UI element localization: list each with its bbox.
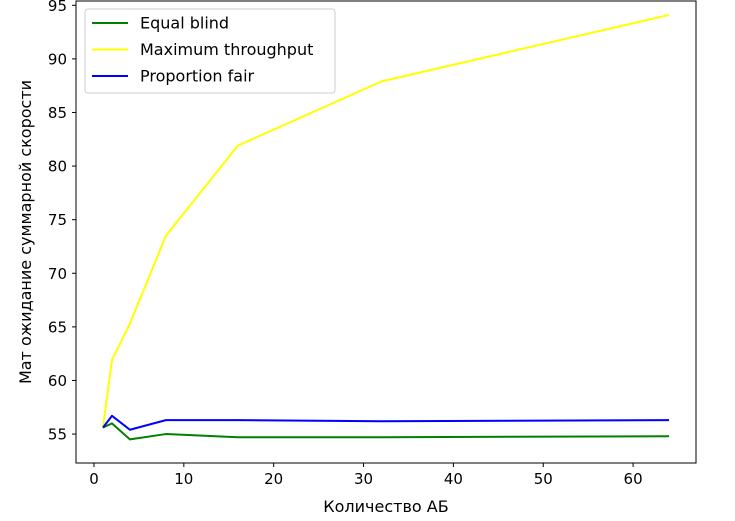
y-tick-label: 70 xyxy=(48,265,67,283)
series-layer xyxy=(101,13,670,441)
x-tick-label: 0 xyxy=(89,470,99,488)
legend-label-1: Maximum throughput xyxy=(140,40,313,59)
x-tick-label: 30 xyxy=(354,470,373,488)
x-axis-ticks: 0 10 20 30 40 50 60 xyxy=(89,463,643,488)
y-tick-label: 80 xyxy=(48,158,67,176)
legend-box xyxy=(84,8,336,94)
y-axis-label: Мат ожидание суммарной скорости xyxy=(16,80,35,384)
y-tick-label: 65 xyxy=(48,318,67,336)
y-tick-label: 85 xyxy=(48,104,67,122)
y-axis-ticks: 55 60 65 70 75 80 85 90 95 xyxy=(48,0,76,444)
x-tick-label: 20 xyxy=(264,470,283,488)
y-tick-label: 75 xyxy=(48,211,67,229)
y-tick-label: 95 xyxy=(48,0,67,15)
series-line-1 xyxy=(101,13,670,428)
x-tick-label: 60 xyxy=(624,470,643,488)
legend-label-2: Proportion fair xyxy=(140,67,255,86)
y-tick-label: 90 xyxy=(48,50,67,68)
plot-frame xyxy=(75,0,697,464)
legend: Equal blind Maximum throughput Proportion … xyxy=(84,8,336,94)
x-axis-label: Количество АБ xyxy=(323,497,448,516)
x-tick-label: 10 xyxy=(174,470,193,488)
x-tick-label: 50 xyxy=(534,470,553,488)
legend-label-0: Equal blind xyxy=(140,14,229,33)
x-tick-label: 40 xyxy=(444,470,463,488)
y-tick-label: 55 xyxy=(48,426,67,444)
series-line-2 xyxy=(102,414,670,431)
series-line-0 xyxy=(102,422,670,441)
y-tick-label: 60 xyxy=(48,372,67,390)
